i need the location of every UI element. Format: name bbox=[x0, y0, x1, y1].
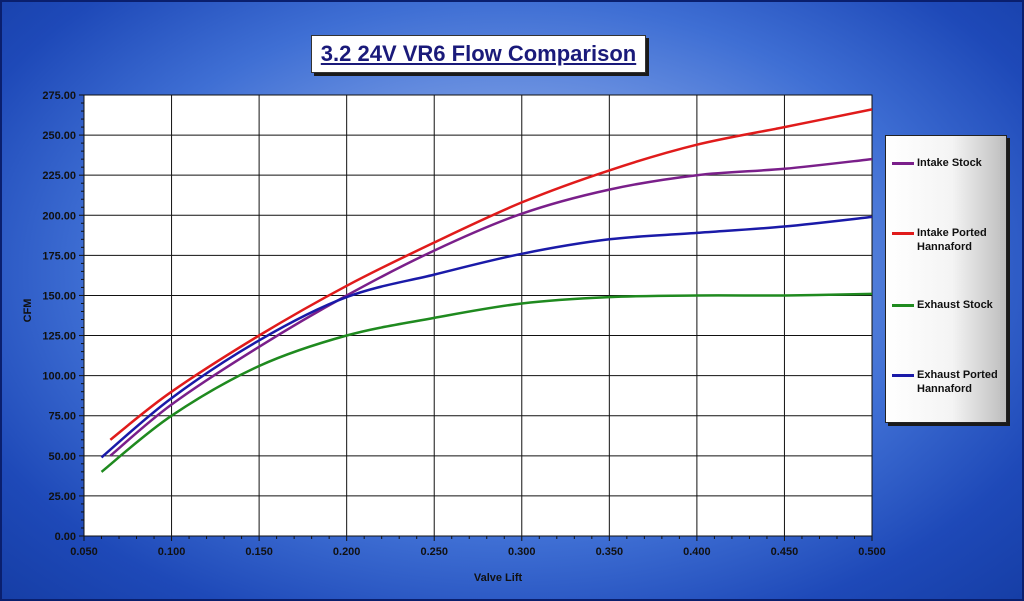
y-tick-label: 25.00 bbox=[48, 491, 76, 503]
y-tick-label: 175.00 bbox=[42, 250, 76, 262]
x-tick-label: 0.250 bbox=[420, 546, 448, 558]
x-tick-label: 0.050 bbox=[70, 546, 98, 558]
y-tick-label: 75.00 bbox=[48, 411, 76, 423]
x-tick-label: 0.150 bbox=[245, 546, 273, 558]
x-tick-label: 0.300 bbox=[508, 546, 536, 558]
series-line-intake-stock bbox=[109, 157, 873, 457]
legend-swatch bbox=[892, 162, 914, 165]
y-tick-label: 125.00 bbox=[42, 331, 76, 343]
series-line-exhaust-ported-hannaford bbox=[100, 215, 873, 459]
legend-label: Intake Stock bbox=[917, 157, 982, 169]
x-tick-label: 0.500 bbox=[858, 546, 886, 558]
series-line-exhaust-stock bbox=[100, 292, 873, 473]
legend-item: Intake Ported Hannaford bbox=[892, 226, 1008, 254]
y-tick-label: 150.00 bbox=[42, 290, 76, 302]
legend-item: Exhaust Stock bbox=[892, 298, 1008, 312]
chart-title-box: 3.2 24V VR6 Flow Comparison bbox=[311, 35, 646, 73]
x-tick-label: 0.200 bbox=[333, 546, 361, 558]
legend-swatch bbox=[892, 374, 914, 377]
series-line-intake-ported-hannaford bbox=[109, 108, 873, 441]
chart-title: 3.2 24V VR6 Flow Comparison bbox=[320, 41, 637, 66]
y-axis-title: CFM bbox=[22, 299, 34, 323]
legend-label: Exhaust Ported Hannaford bbox=[917, 369, 998, 395]
legend-item: Intake Stock bbox=[892, 156, 1008, 170]
y-tick-label: 100.00 bbox=[42, 371, 76, 383]
y-tick-label: 50.00 bbox=[48, 451, 76, 463]
legend-item: Exhaust Ported Hannaford bbox=[892, 368, 1008, 396]
legend-swatch bbox=[892, 232, 914, 235]
y-tick-label: 200.00 bbox=[42, 210, 76, 222]
x-tick-label: 0.350 bbox=[596, 546, 624, 558]
x-axis-title: Valve Lift bbox=[474, 572, 523, 584]
legend-label: Intake Ported Hannaford bbox=[917, 227, 987, 253]
x-tick-label: 0.450 bbox=[771, 546, 799, 558]
legend-swatch bbox=[892, 304, 914, 307]
legend: Intake Stock Intake Ported Hannaford Exhau… bbox=[885, 135, 1007, 423]
y-tick-label: 0.00 bbox=[55, 531, 76, 543]
x-tick-label: 0.400 bbox=[683, 546, 711, 558]
y-tick-label: 250.00 bbox=[42, 130, 76, 142]
y-tick-label: 275.00 bbox=[42, 90, 76, 102]
legend-label: Exhaust Stock bbox=[917, 299, 993, 311]
x-tick-label: 0.100 bbox=[158, 546, 186, 558]
plot-background bbox=[83, 94, 873, 537]
y-tick-label: 225.00 bbox=[42, 170, 76, 182]
